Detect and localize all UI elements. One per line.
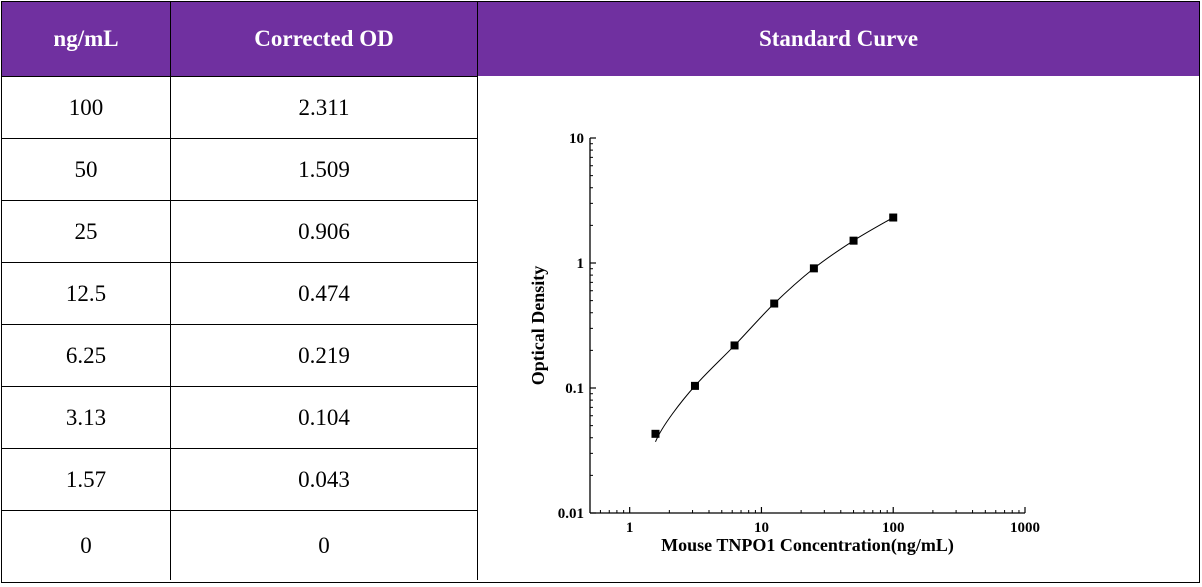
header-corrected-od: Corrected OD — [171, 2, 478, 76]
table-row: 1.57 0.043 — [2, 448, 478, 510]
x-tick-label: 10 — [754, 520, 769, 536]
od-cell: 0.474 — [171, 263, 478, 324]
data-point-marker — [889, 213, 898, 222]
standard-curve-chart: 0.01 0.1 1 10 1 10 100 1000 Mouse TNPO1 Concentr… — [478, 76, 1199, 582]
od-cell: 0 — [171, 511, 478, 580]
y-tick-label: 1 — [577, 256, 585, 272]
fitted-curve-line — [655, 217, 894, 443]
od-cell: 0.906 — [171, 201, 478, 262]
data-point-marker — [730, 341, 739, 350]
table-row: 50 1.509 — [2, 138, 478, 200]
table-row: 12.5 0.474 — [2, 262, 478, 324]
data-point-marker — [849, 236, 858, 245]
header-standard-curve: Standard Curve — [478, 2, 1199, 76]
conc-cell: 0 — [2, 511, 171, 580]
conc-cell: 12.5 — [2, 263, 171, 324]
x-tick-label: 1000 — [1010, 520, 1040, 536]
y-tick-label: 0.1 — [565, 381, 584, 397]
table-row: 3.13 0.104 — [2, 386, 478, 448]
y-tick-label: 10 — [569, 131, 584, 147]
chart-svg: 0.01 0.1 1 10 1 10 100 1000 Mouse TNPO1 Concentr… — [528, 131, 1040, 556]
conc-cell: 25 — [2, 201, 171, 262]
od-cell: 0.043 — [171, 449, 478, 510]
x-tick-label: 1 — [626, 520, 634, 536]
conc-cell: 6.25 — [2, 325, 171, 386]
od-table: 100 2.311 50 1.509 25 0.906 12.5 0.474 6… — [2, 76, 478, 580]
data-point-marker — [651, 429, 660, 438]
conc-cell: 50 — [2, 139, 171, 200]
table-row: 100 2.311 — [2, 76, 478, 138]
od-cell: 2.311 — [171, 77, 478, 138]
conc-cell: 3.13 — [2, 387, 171, 448]
table-row: 0 0 — [2, 510, 478, 580]
od-cell: 1.509 — [171, 139, 478, 200]
conc-cell: 1.57 — [2, 449, 171, 510]
data-point-marker — [690, 381, 699, 390]
table-row: 25 0.906 — [2, 200, 478, 262]
x-tick-label: 100 — [882, 520, 905, 536]
od-cell: 0.104 — [171, 387, 478, 448]
data-point-marker — [809, 264, 818, 273]
x-axis-label: Mouse TNPO1 Concentration(ng/mL) — [661, 535, 954, 556]
od-cell: 0.219 — [171, 325, 478, 386]
conc-cell: 100 — [2, 77, 171, 138]
data-point-marker — [770, 299, 779, 308]
y-axis-label: Optical Density — [528, 266, 548, 386]
header-concentration: ng/mL — [2, 2, 171, 76]
y-tick-label: 0.01 — [558, 506, 584, 522]
table-row: 6.25 0.219 — [2, 324, 478, 386]
